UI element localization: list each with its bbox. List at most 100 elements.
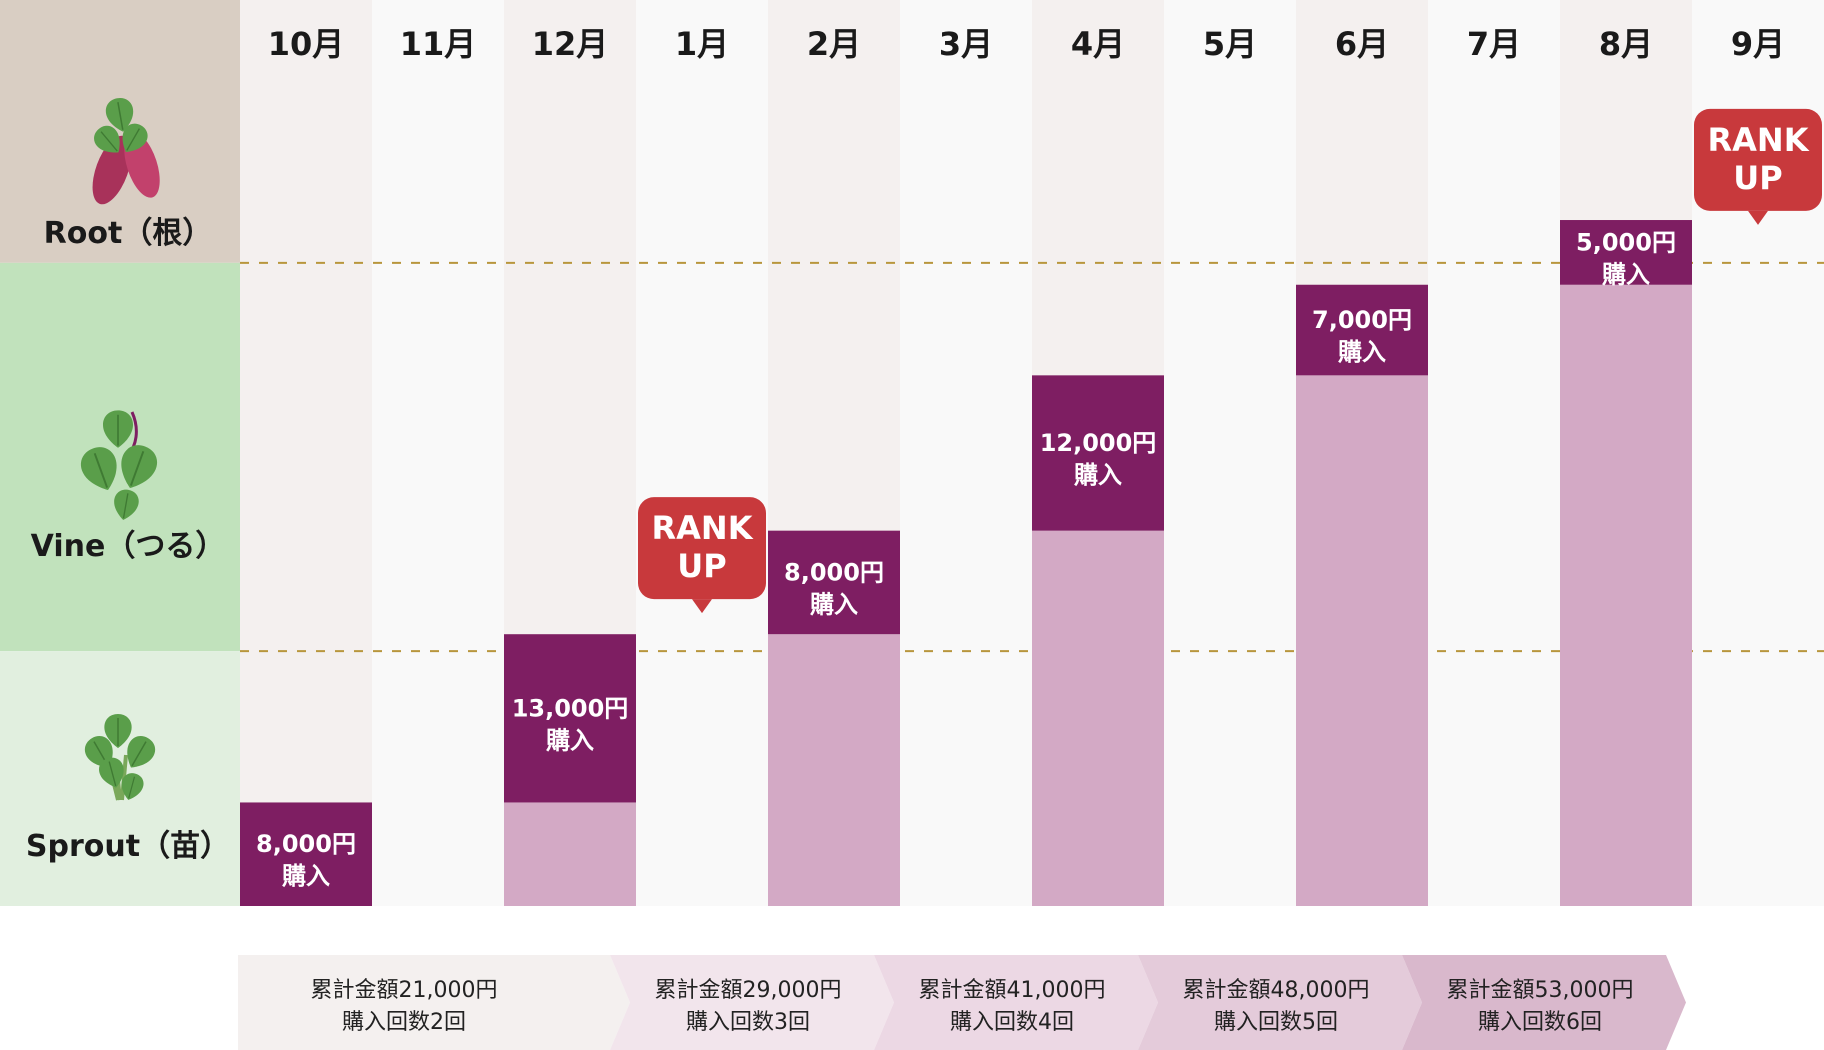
month-labels: 10月 11月 12月 1月 2月 3月 4月 5月 6月 7月 8月 9月 [268,25,1785,63]
summary-chevron [1138,955,1422,1050]
purchase-label: 購入 [810,590,858,618]
purchase-amount-label: 8,000円 [256,830,356,858]
month-label: 6月 [1335,25,1389,63]
purchase-bar [768,530,900,635]
leaf-vein [131,741,147,767]
purchase-label: 購入 [1338,338,1386,366]
leaf-icon [121,773,144,800]
cumulative-bar [504,802,636,906]
rank-up-pointer [692,599,712,614]
stage-label-vine: Vine（つる） [31,529,226,564]
month-label: 10月 [268,25,345,63]
purchase-label: 購入 [1074,461,1122,489]
leaf-icon [102,410,134,448]
purchase-bar [1296,284,1428,376]
purchase-label: 購入 [1602,260,1650,288]
month-column [1428,0,1560,906]
leaf-vein [117,102,124,130]
month-label: 1月 [675,25,729,63]
rank-up-text: UP [677,547,726,585]
cumulative-bar [1296,375,1428,906]
purchase-bar [1560,220,1692,285]
summary-count: 購入回数3回 [686,1010,810,1035]
leaf-icon [104,714,132,748]
leaf-vein [108,761,117,787]
stage-label-sprout: Sprout（苗） [26,829,230,864]
summary-total: 累計金額53,000円 [1447,978,1634,1003]
month-label: 11月 [400,25,477,63]
rank-up-badge [638,497,766,600]
summary-chevron [238,955,630,1050]
month-column [1164,0,1296,906]
leaf-icon [80,447,117,490]
month-column [900,0,1032,906]
purchase-amount-label: 5,000円 [1576,228,1676,256]
sweet-potato-icon [92,98,160,205]
rank-up-badge [1694,108,1822,211]
summary-chevron [874,955,1158,1050]
summary-chevron [610,955,894,1050]
sprout-icon [84,714,156,801]
rank-up-pointer [1748,210,1768,225]
purchase-amount-label: 12,000円 [1040,429,1157,457]
leaf-icon [127,736,156,768]
leaf-shape [121,773,144,800]
summary-count: 購入回数6回 [1478,1010,1602,1035]
month-column [636,0,768,906]
summary-total: 累計金額41,000円 [919,978,1106,1003]
leaf-vein [100,131,118,152]
month-label: 3月 [939,25,993,63]
leaf-icon [121,445,158,488]
cumulative-bar [1032,530,1164,906]
month-label: 7月 [1467,25,1521,63]
leaf-shape [122,123,148,153]
leaf-icon [105,98,134,132]
summary-total: 累計金額29,000円 [655,978,842,1003]
leaf-icon [99,757,124,788]
leaf-shape [99,757,124,788]
purchase-amount-label: 8,000円 [784,558,884,586]
leaf-vein [129,451,145,486]
purchase-label: 購入 [546,726,594,754]
purchase-bar [504,634,636,803]
month-label: 4月 [1071,25,1125,63]
rank-up-text: RANK [1708,121,1810,159]
purchase-bar [240,802,372,906]
leaf-shape [121,445,158,488]
potato-shape [92,135,132,205]
leaf-icon [94,125,120,153]
month-label: 2月 [807,25,861,63]
month-column [240,0,372,906]
summary-count: 購入回数4回 [950,1010,1074,1035]
purchase-amount-label: 13,000円 [512,694,629,722]
bars: 8,000円購入13,000円購入8,000円購入12,000円購入7,000円… [240,220,1692,906]
leaf-vein [93,453,109,488]
leaf-icon [122,123,148,153]
leaf-vein [122,493,129,519]
stage-icons [80,98,160,801]
vine-icon [80,410,158,520]
leaf-vein [126,128,140,151]
rank-up-text: UP [1733,159,1782,197]
month-label: 12月 [532,25,609,63]
cumulative-bar [1560,284,1692,906]
vine-band [0,262,240,652]
root-band [0,0,240,263]
stage-label-root: Root（根） [44,216,213,251]
leaf-shape [80,447,117,490]
summary-total: 累計金額48,000円 [1183,978,1370,1003]
purchase-amount-label: 7,000円 [1312,306,1412,334]
month-label: 9月 [1731,25,1785,63]
summary-chevron [1402,955,1686,1050]
leaf-shape [127,736,156,768]
summary-count: 購入回数5回 [1214,1010,1338,1035]
summary-total: 累計金額21,000円 [311,978,498,1003]
purchase-bar [1032,375,1164,531]
cumulative-bar [768,634,900,906]
month-label: 8月 [1599,25,1653,63]
leaf-vein [128,776,136,799]
month-column [372,0,504,906]
